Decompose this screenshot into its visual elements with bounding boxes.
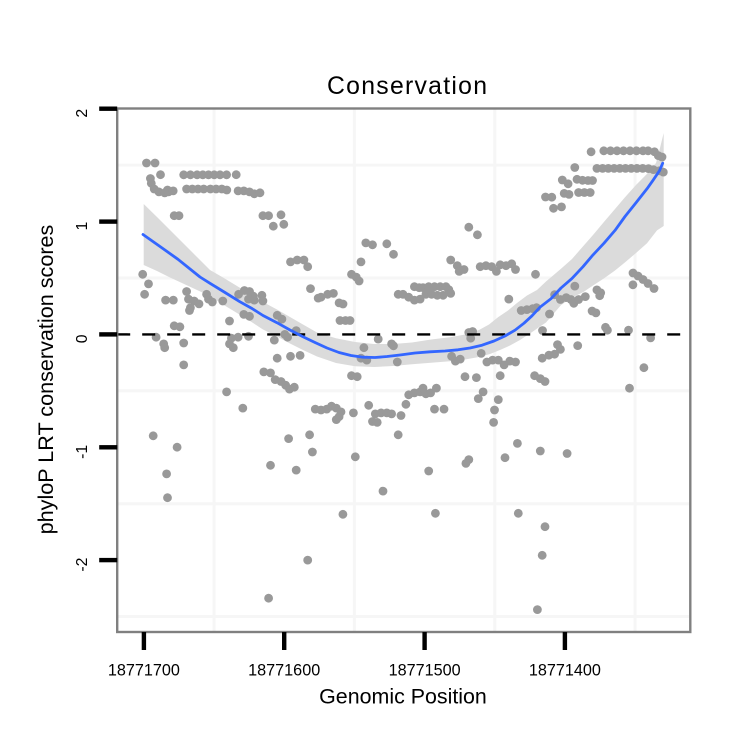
svg-text:18771400: 18771400 (529, 662, 601, 680)
svg-text:0: 0 (74, 334, 91, 343)
svg-text:18771600: 18771600 (248, 662, 320, 680)
svg-text:1: 1 (74, 221, 91, 230)
svg-text:18771700: 18771700 (108, 662, 180, 680)
svg-text:Conservation: Conservation (327, 73, 487, 100)
svg-text:-2: -2 (74, 558, 91, 572)
svg-text:Genomic Position: Genomic Position (319, 685, 487, 709)
svg-text:-1: -1 (74, 445, 91, 459)
svg-text:2: 2 (74, 109, 91, 118)
svg-text:18771500: 18771500 (389, 662, 461, 680)
svg-text:phyloP LRT conservation scores: phyloP LRT conservation scores (33, 224, 58, 534)
